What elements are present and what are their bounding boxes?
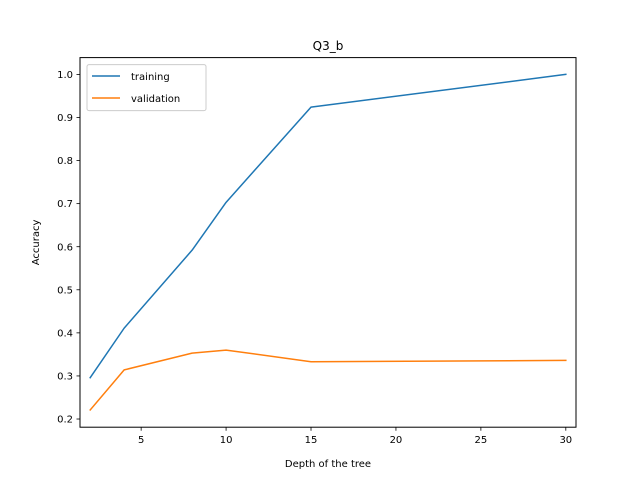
y-tick-label: 0.9	[57, 113, 73, 124]
x-tick-label: 10	[220, 435, 233, 446]
x-axis-label: Depth of the tree	[285, 459, 371, 470]
series-layer	[89, 73, 567, 412]
x-tick-label: 25	[475, 435, 488, 446]
series-line-training	[89, 73, 567, 379]
legend: training validation	[86, 64, 207, 112]
x-axis-ticks: 5 10 15 20 25 30	[138, 427, 572, 446]
legend-label-training: training	[131, 72, 170, 83]
plot-area-frame	[79, 57, 577, 428]
y-tick-label: 0.3	[57, 372, 73, 383]
y-tick-label: 0.8	[57, 156, 73, 167]
legend-label-validation: validation	[131, 94, 180, 105]
y-tick-label: 0.5	[57, 285, 73, 296]
chart-title: Q3_b	[313, 39, 344, 53]
x-tick-label: 15	[305, 435, 318, 446]
legend-items: training validation	[92, 72, 180, 105]
y-tick-label: 1.0	[57, 70, 73, 81]
y-tick-label: 0.4	[57, 328, 73, 339]
series-line-validation	[89, 349, 567, 412]
y-tick-label: 0.2	[57, 415, 73, 426]
x-tick-label: 20	[390, 435, 403, 446]
y-tick-label: 0.6	[57, 242, 73, 253]
y-axis-ticks: 0.2 0.3 0.4 0.5 0.6 0.7 0.8 0.9 1.0	[57, 70, 80, 426]
y-axis-label: Accuracy	[31, 219, 42, 265]
x-tick-label: 5	[138, 435, 144, 446]
y-tick-label: 0.7	[57, 199, 73, 210]
x-tick-label: 30	[559, 435, 572, 446]
